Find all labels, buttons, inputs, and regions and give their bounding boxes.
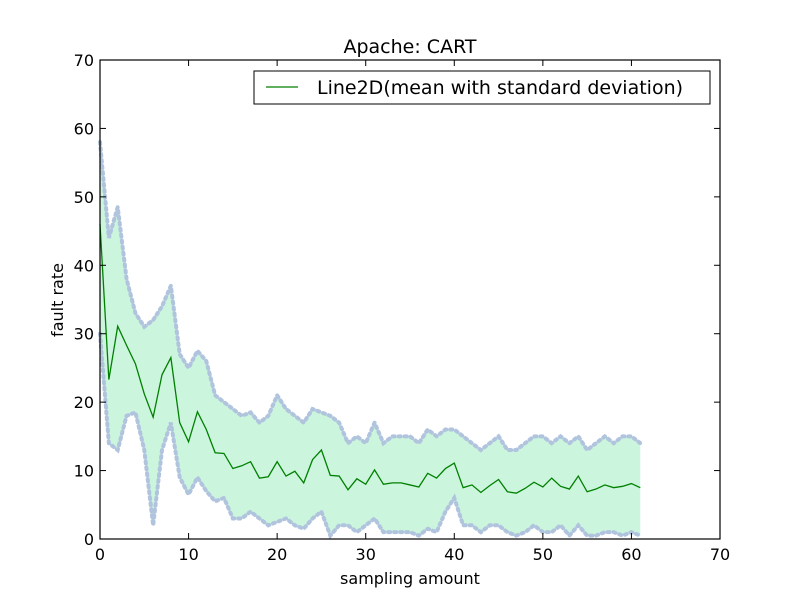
x-tick-label: 30 xyxy=(356,545,376,564)
x-tick-label: 0 xyxy=(95,545,105,564)
y-tick-label: 60 xyxy=(74,119,94,138)
std-band-area xyxy=(100,142,641,536)
y-tick-label: 20 xyxy=(74,393,94,412)
chart-title: Apache: CART xyxy=(343,36,476,58)
legend-entry-label: Line2D(mean with standard deviation) xyxy=(317,77,683,99)
y-axis-label: fault rate xyxy=(48,263,67,337)
y-tick-label: 30 xyxy=(74,325,94,344)
legend-box xyxy=(253,70,711,105)
mean-line-layer xyxy=(99,224,641,494)
x-tick-label: 70 xyxy=(710,545,730,564)
x-axis-label: sampling amount xyxy=(340,569,480,588)
y-tick-label: 70 xyxy=(74,51,94,70)
mean-series-line xyxy=(99,224,641,494)
x-tick-label: 10 xyxy=(178,545,198,564)
std-band-upper-edge xyxy=(98,140,643,453)
legend: Line2D(mean with standard deviation) xyxy=(253,70,711,105)
y-tick-label: 0 xyxy=(84,530,94,549)
y-axis-ticks: 0 10 20 30 40 50 60 70 xyxy=(74,51,720,549)
x-tick-label: 40 xyxy=(444,545,464,564)
x-axis-ticks: 0 10 20 30 40 50 60 70 xyxy=(95,60,730,564)
y-tick-label: 10 xyxy=(74,462,94,481)
x-tick-label: 20 xyxy=(267,545,287,564)
y-tick-label: 40 xyxy=(74,256,94,275)
std-band-layer xyxy=(98,140,643,540)
x-tick-label: 50 xyxy=(533,545,553,564)
plot-frame xyxy=(99,59,721,540)
y-tick-label: 50 xyxy=(74,188,94,207)
x-tick-label: 60 xyxy=(621,545,641,564)
std-band-lower-edge xyxy=(98,331,643,540)
